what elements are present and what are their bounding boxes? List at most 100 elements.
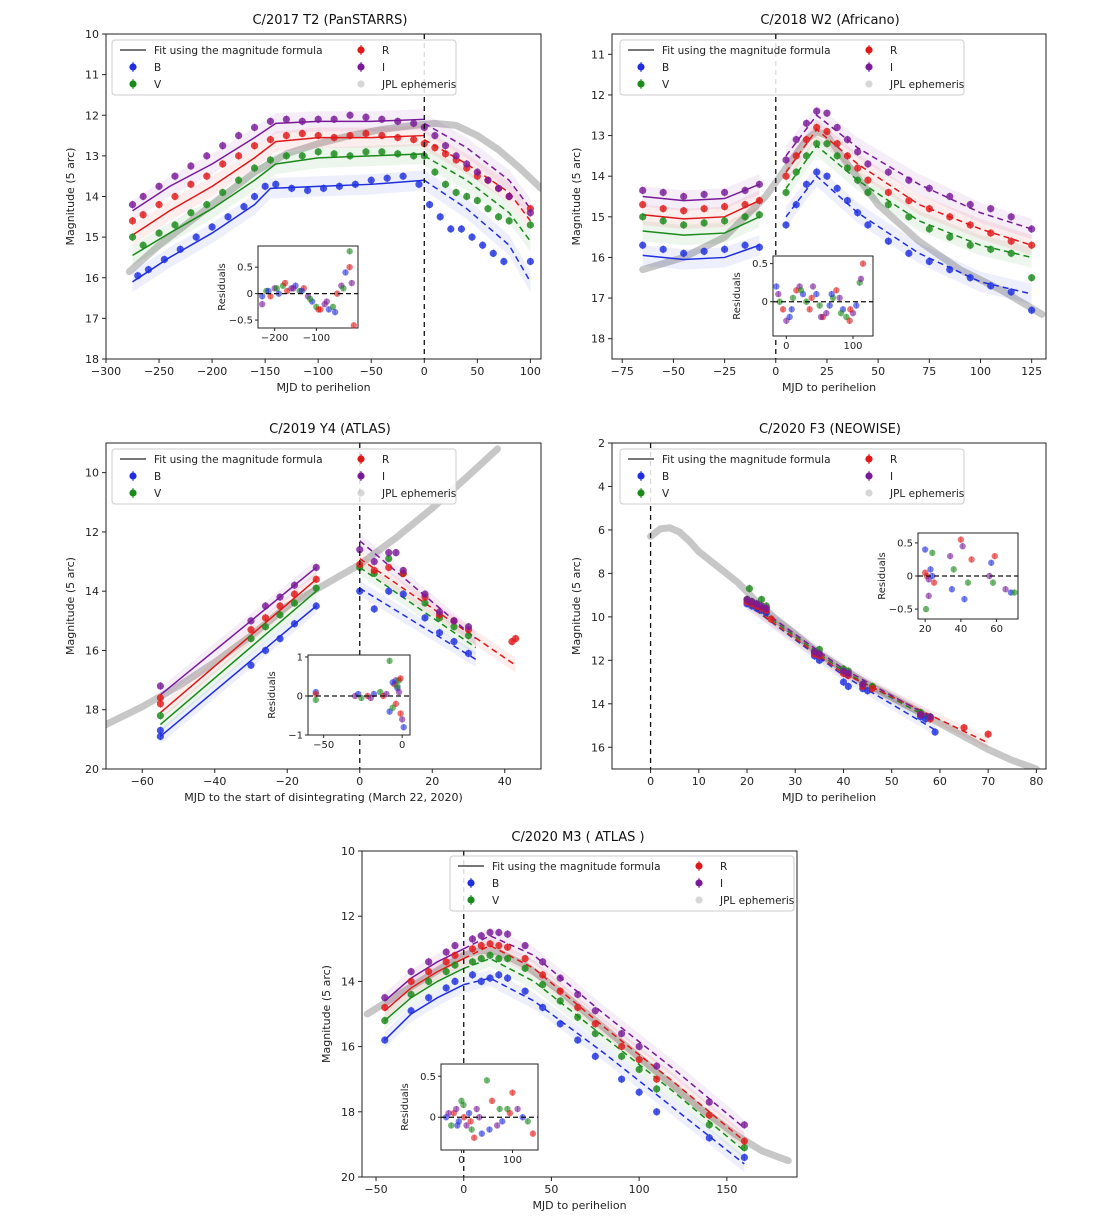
plot-frame: [105, 442, 542, 770]
data-point-I: [187, 162, 195, 170]
data-point-B: [370, 605, 378, 613]
data-point-I: [370, 557, 378, 566]
x-tick-label: 30: [788, 775, 802, 788]
data-point-I: [298, 117, 306, 125]
fit-uncertainty-band: [642, 206, 760, 246]
legend-b-marker-icon: [637, 472, 645, 480]
data-point-V: [156, 712, 164, 720]
x-tick-label: 0: [421, 365, 428, 378]
inset-residual-point: [809, 283, 817, 290]
legend-label-r: R: [890, 454, 897, 466]
inset-residual-point: [837, 309, 845, 317]
inset-residual-point: [964, 579, 972, 586]
data-point-I: [484, 176, 492, 184]
data-point-B: [946, 266, 954, 274]
data-point-I: [762, 604, 770, 612]
data-point-I: [235, 131, 243, 140]
inset-residual-point: [398, 716, 406, 723]
y-tick-label: 18: [85, 704, 99, 717]
y-tick-label: 16: [341, 1041, 355, 1054]
legend: Fit using the magnitude formula BV RI JPL e…: [619, 448, 965, 505]
inset-x-tick-label: 0: [458, 1155, 464, 1166]
data-point-R: [410, 136, 418, 144]
data-point-V: [290, 599, 299, 607]
data-point-V: [705, 1121, 713, 1129]
data-point-B: [415, 180, 423, 188]
data-point-B: [192, 233, 200, 241]
data-point-R: [556, 987, 564, 995]
data-point-B: [261, 646, 270, 655]
legend-label-b: B: [662, 471, 669, 483]
inset-x-tick-label: 0: [399, 740, 405, 751]
legend-label-fit: Fit using the magnitude formula: [662, 454, 831, 466]
data-point-I: [526, 209, 534, 217]
data-point-V: [659, 217, 667, 225]
y-tick-label: 12: [85, 109, 99, 122]
data-point-I: [362, 113, 370, 121]
y-tick-label: 4: [598, 480, 605, 493]
fit-line-V: [384, 967, 465, 1022]
inset-residual-point: [258, 300, 266, 308]
inset-y-tick-label: 1: [297, 652, 303, 663]
data-point-V: [431, 168, 439, 176]
data-point-B: [813, 168, 821, 176]
fit-line-I: [384, 948, 465, 1002]
inset-x-tick-label: 60: [990, 624, 1003, 635]
data-point-V: [884, 201, 892, 209]
fit-line-V: [359, 566, 477, 649]
data-point-I: [247, 617, 255, 625]
data-point-V: [495, 954, 503, 963]
legend-label-i: I: [890, 62, 893, 74]
legend-label-r: R: [382, 45, 389, 57]
inset-residual-point: [258, 293, 266, 300]
legend-label-jpl: JPL ephemeris: [381, 488, 456, 500]
data-point-B: [741, 241, 749, 249]
y-tick-label: 12: [85, 526, 99, 539]
residuals-inset: 0 100 0 0.5 Residuals: [400, 1063, 539, 1166]
data-point-V: [421, 599, 429, 607]
data-point-I: [495, 928, 503, 937]
data-point-B: [399, 172, 407, 180]
data-point-I: [378, 115, 386, 123]
data-point-V: [155, 229, 163, 237]
data-point-R: [378, 131, 386, 140]
legend-jpl-marker-icon: [865, 489, 873, 497]
inset-residual-point: [265, 287, 272, 295]
data-point-B: [272, 180, 280, 188]
data-point-R: [639, 201, 647, 209]
legend-label-b: B: [154, 471, 161, 483]
data-point-I: [477, 932, 485, 940]
data-point-V: [556, 997, 564, 1005]
fit-line-R: [463, 944, 745, 1142]
data-point-R: [617, 1043, 626, 1051]
data-point-R: [266, 136, 275, 144]
inset-x-tick-label: 0: [783, 341, 789, 352]
data-point-I: [635, 1043, 643, 1051]
data-point-V: [905, 213, 913, 221]
data-point-V: [823, 140, 831, 148]
inset-residual-point: [460, 1114, 468, 1121]
data-point-I: [833, 123, 841, 132]
inset-residual-point: [493, 1122, 501, 1129]
chart-panel: −75 −50 −25 0 25 50 75 100 125 11 12 13 14 15 16 17 18 C/…: [570, 13, 1047, 394]
y-tick-label: 16: [85, 272, 99, 285]
chart-title: C/2018 W2 (Africano): [760, 13, 899, 28]
data-point-B: [176, 245, 184, 253]
inset-y-axis-label: Residuals: [732, 272, 743, 319]
legend-v-marker-icon: [129, 80, 137, 88]
chart-panel: 0 10 20 30 40 50 60 70 80 2 4 6 8 10 12 14 16 C/2020 F3 (…: [570, 422, 1047, 804]
data-point-V: [261, 623, 270, 631]
data-point-R: [425, 968, 433, 976]
data-point-I: [381, 994, 389, 1002]
x-tick-label: 20: [740, 775, 754, 788]
data-point-B: [864, 221, 872, 229]
inset-residual-point: [921, 546, 929, 553]
data-point-V: [282, 152, 290, 160]
x-tick-label: 80: [1029, 775, 1043, 788]
inset-residual-point: [806, 306, 813, 313]
legend-r-marker-icon: [865, 46, 873, 54]
data-point-I: [425, 958, 433, 966]
data-point-I: [156, 682, 164, 690]
plot-area: [639, 34, 1046, 359]
data-point-R: [741, 201, 749, 209]
